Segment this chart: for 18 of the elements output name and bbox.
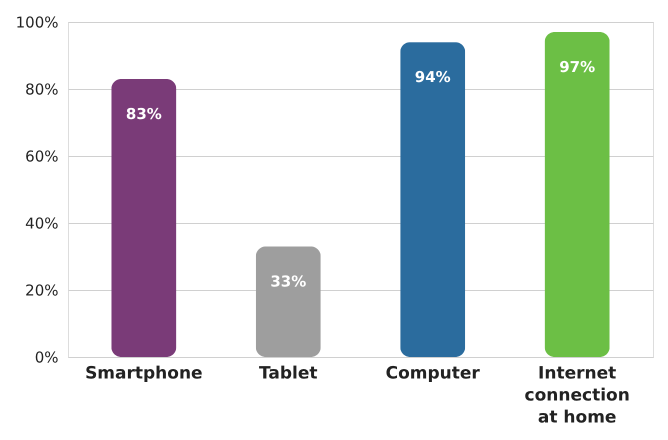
y-tick-label: 100% bbox=[16, 14, 58, 32]
y-tick-label: 80% bbox=[25, 80, 58, 98]
bar bbox=[256, 246, 321, 357]
x-tick-label: Tablet bbox=[259, 364, 318, 384]
y-tick-label: 20% bbox=[25, 282, 58, 300]
bar bbox=[111, 78, 176, 357]
bar bbox=[544, 32, 610, 357]
data-label: 97% bbox=[559, 58, 596, 76]
y-tick-label: 60% bbox=[25, 148, 58, 166]
data-label: 94% bbox=[414, 68, 451, 86]
y-tick-label: 0% bbox=[34, 348, 58, 366]
data-label: 33% bbox=[270, 272, 306, 290]
y-tick-label: 40% bbox=[25, 214, 58, 232]
x-tick-label: Smartphone bbox=[85, 364, 203, 384]
data-label: 83% bbox=[126, 104, 162, 123]
x-tick-label: Internet connection at home bbox=[524, 364, 630, 428]
bar bbox=[400, 42, 466, 357]
x-tick-label: Computer bbox=[386, 364, 480, 384]
